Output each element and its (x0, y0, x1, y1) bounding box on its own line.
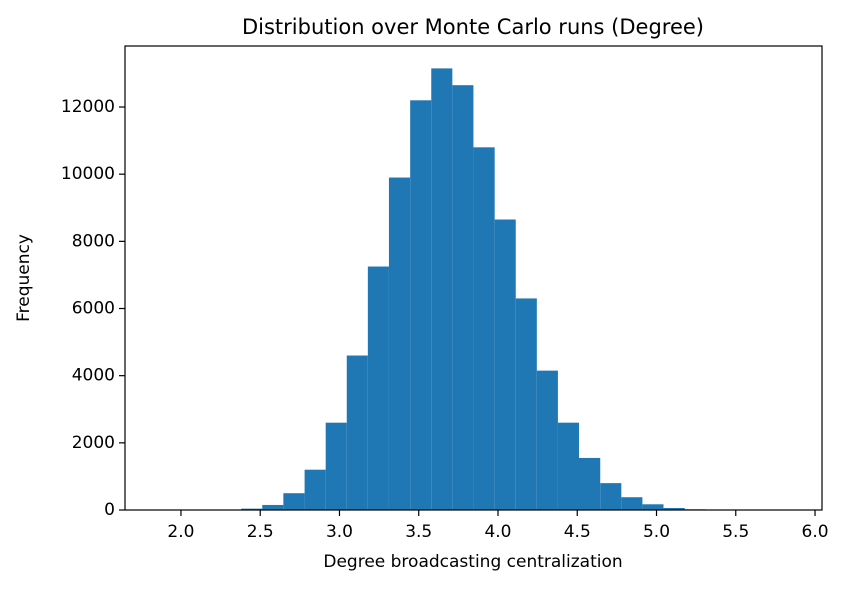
y-tick-label: 4000 (72, 366, 115, 386)
y-tick-label: 8000 (72, 231, 115, 251)
bar (410, 100, 431, 510)
x-tick-label: 5.0 (643, 522, 670, 542)
bar (262, 505, 283, 510)
bar (642, 504, 663, 510)
bar (389, 178, 410, 510)
y-tick-label: 12000 (61, 97, 115, 117)
x-tick-label: 3.5 (405, 522, 432, 542)
y-tick-label: 10000 (61, 164, 115, 184)
bar (579, 458, 600, 510)
bar (452, 85, 473, 510)
bar (621, 497, 642, 510)
x-tick-label: 4.0 (484, 522, 511, 542)
bar (473, 147, 494, 510)
x-tick-label: 3.0 (326, 522, 353, 542)
bar (516, 298, 537, 510)
y-tick-label: 0 (104, 500, 115, 520)
bar (283, 493, 304, 510)
x-tick-label: 5.5 (722, 522, 749, 542)
bar (537, 371, 558, 510)
x-tick-label: 2.0 (167, 522, 194, 542)
x-tick-label: 4.5 (564, 522, 591, 542)
bar (431, 68, 452, 510)
chart-title: Distribution over Monte Carlo runs (Degr… (242, 15, 704, 39)
y-tick-label: 2000 (72, 433, 115, 453)
x-axis-label: Degree broadcasting centralization (323, 552, 622, 572)
x-tick-label: 6.0 (802, 522, 829, 542)
x-tick-label: 2.5 (247, 522, 274, 542)
y-tick-label: 6000 (72, 299, 115, 319)
bar (495, 220, 516, 510)
bar (347, 356, 368, 510)
bar (600, 483, 621, 510)
bar (305, 470, 326, 510)
bar (326, 423, 347, 510)
y-axis-label: Frequency (14, 234, 34, 322)
bar (558, 423, 579, 510)
bar (368, 267, 389, 510)
